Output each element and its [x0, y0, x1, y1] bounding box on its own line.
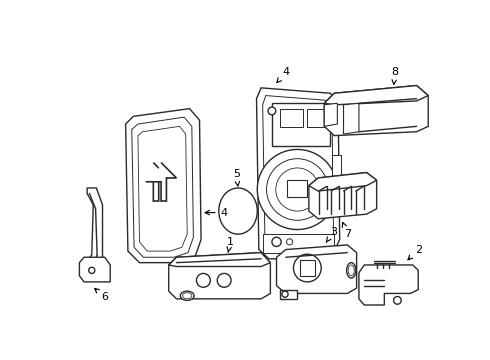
Ellipse shape [183, 293, 192, 299]
Ellipse shape [180, 291, 194, 300]
Bar [280, 109, 303, 127]
Bar [307, 109, 324, 127]
Text: 3: 3 [326, 227, 337, 242]
Circle shape [294, 254, 321, 282]
Text: 5: 5 [233, 169, 240, 186]
Polygon shape [138, 126, 187, 251]
Polygon shape [84, 188, 102, 274]
Circle shape [268, 107, 276, 115]
Circle shape [287, 239, 293, 245]
Circle shape [217, 274, 231, 287]
Ellipse shape [219, 188, 257, 234]
Polygon shape [263, 95, 334, 253]
Bar [272, 103, 330, 145]
Polygon shape [324, 86, 428, 105]
Text: 2: 2 [408, 244, 422, 260]
Polygon shape [309, 172, 377, 191]
Text: 7: 7 [343, 222, 351, 239]
Text: 4: 4 [277, 67, 289, 82]
Circle shape [393, 297, 401, 304]
Polygon shape [343, 103, 359, 134]
Polygon shape [309, 172, 377, 219]
Circle shape [89, 267, 95, 274]
Circle shape [276, 168, 319, 211]
Bar [263, 234, 334, 253]
Circle shape [196, 274, 210, 287]
Ellipse shape [348, 265, 354, 276]
Bar [332, 155, 341, 189]
Ellipse shape [346, 263, 356, 278]
Polygon shape [153, 163, 176, 201]
Bar [300, 260, 315, 276]
Polygon shape [324, 86, 428, 136]
Text: 6: 6 [95, 288, 108, 302]
Bar [287, 180, 307, 197]
Polygon shape [324, 103, 337, 126]
Polygon shape [359, 265, 418, 305]
Polygon shape [125, 109, 201, 263]
Polygon shape [79, 257, 110, 282]
Polygon shape [132, 117, 194, 257]
Text: 4: 4 [205, 208, 228, 217]
Circle shape [282, 291, 288, 297]
Text: 8: 8 [392, 67, 399, 84]
Text: 1: 1 [227, 237, 234, 252]
Polygon shape [169, 253, 270, 299]
Polygon shape [146, 163, 169, 201]
Circle shape [257, 149, 337, 230]
Polygon shape [257, 88, 340, 259]
Polygon shape [169, 253, 270, 266]
Circle shape [267, 159, 328, 220]
Circle shape [272, 237, 281, 247]
Polygon shape [276, 245, 357, 293]
Bar [280, 289, 296, 299]
